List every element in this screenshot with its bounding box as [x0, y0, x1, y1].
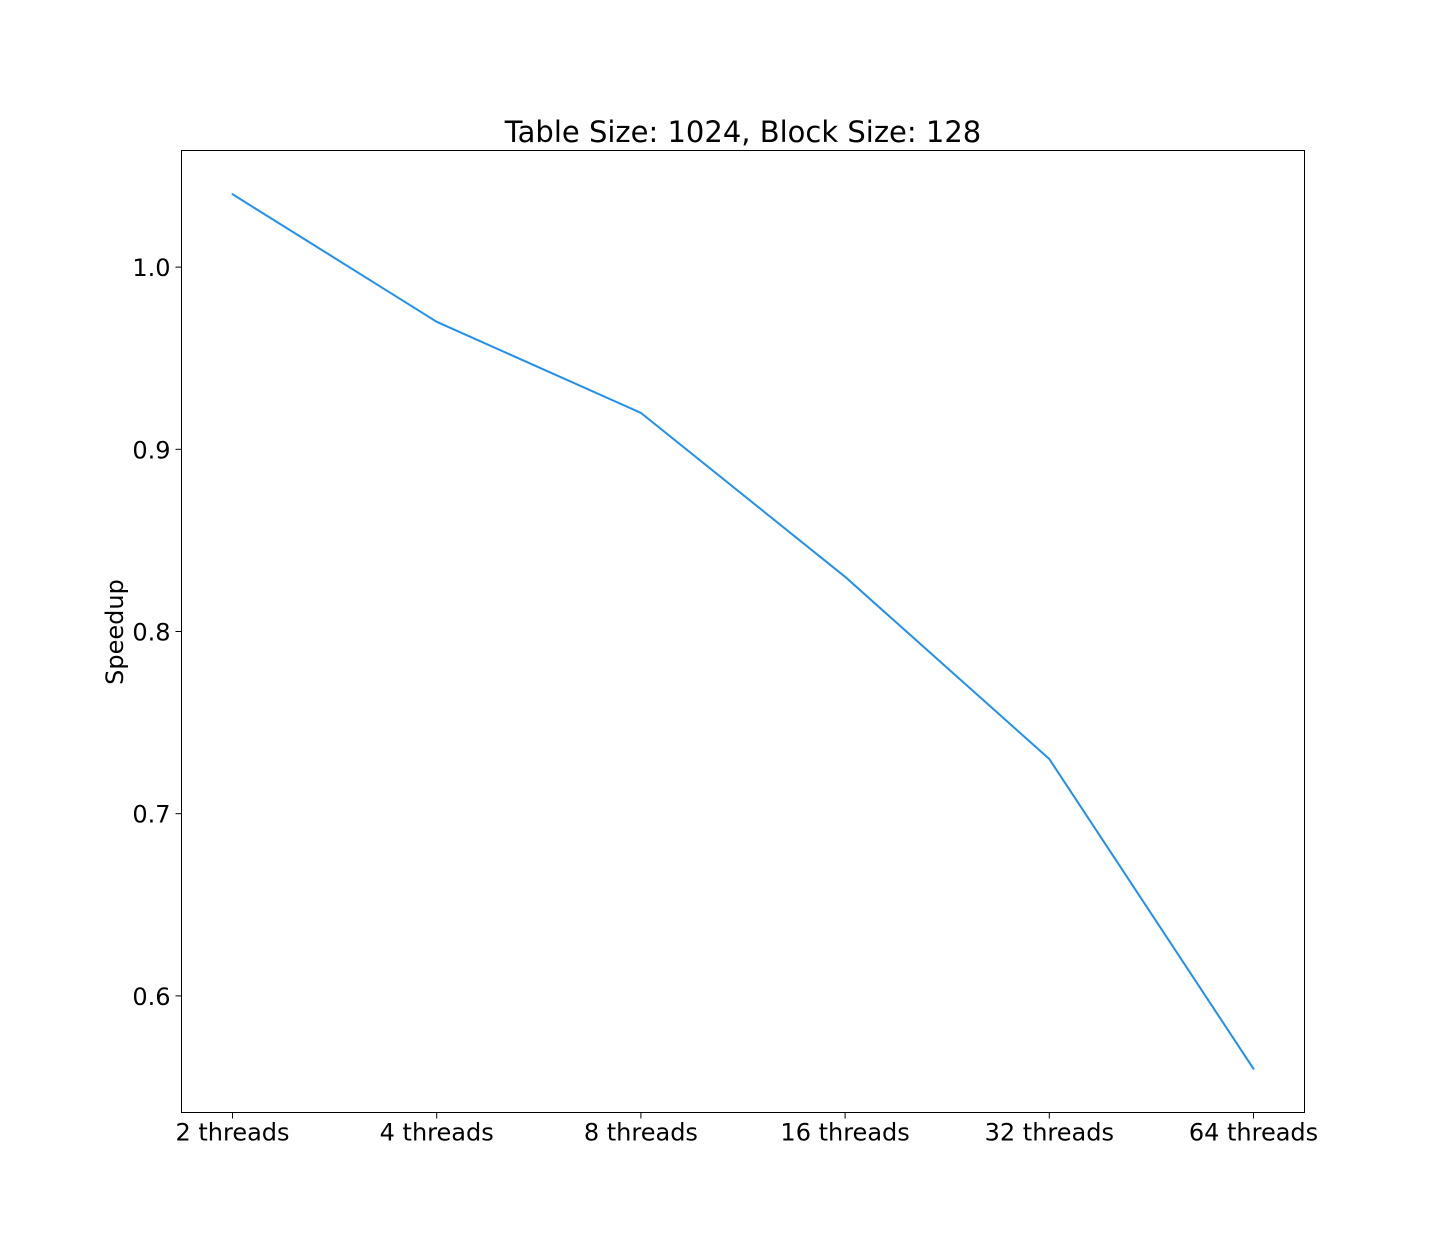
y-axis-label: Speedup: [101, 579, 129, 685]
x-tick-label: 4 threads: [380, 1119, 494, 1147]
x-tick-label: 64 threads: [1189, 1119, 1318, 1147]
x-axis-ticks: 2 threads 4 threads 8 threads 16 threads 32 …: [175, 1112, 1318, 1147]
x-tick-label: 8 threads: [584, 1119, 698, 1147]
y-axis-ticks: 0.6 0.7 0.8 0.9 1.0: [132, 254, 182, 1011]
plot-area-frame: [181, 150, 1305, 1113]
y-tick-label: 0.7: [132, 801, 170, 829]
y-tick-label: 0.9: [132, 436, 170, 464]
y-tick-label: 1.0: [132, 254, 170, 282]
chart-title: Table Size: 1024, Block Size: 128: [504, 115, 982, 149]
x-tick-label: 16 threads: [780, 1119, 909, 1147]
series-layer: [231, 193, 1255, 1070]
series-line: [231, 193, 1255, 1070]
y-tick-label: 0.6: [132, 983, 170, 1011]
y-tick-label: 0.8: [132, 619, 170, 647]
x-tick-label: 2 threads: [175, 1119, 289, 1147]
x-tick-label: 32 threads: [985, 1119, 1114, 1147]
